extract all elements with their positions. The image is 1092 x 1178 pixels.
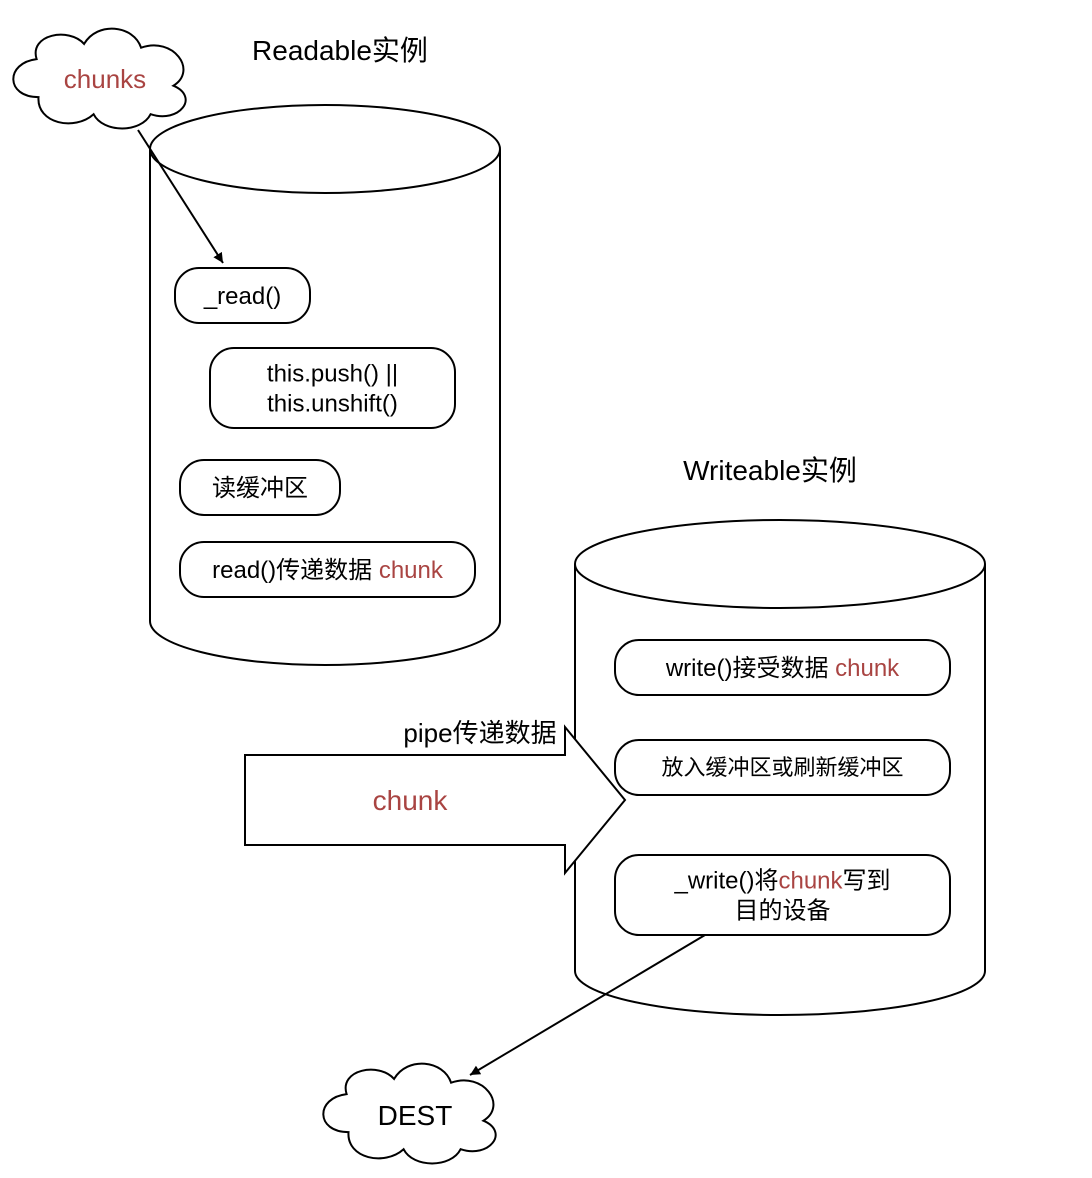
writeable-pill-writeimpl-text: _write()将chunk写到 <box>673 867 890 894</box>
readable-pill-read-text: _read() <box>203 283 281 310</box>
pipe-arrow-top-label: pipe传递数据 <box>403 718 556 748</box>
readable-pill-readfn-text: read()传递数据 chunk <box>212 557 444 584</box>
readable-pill-push-text: this.unshift() <box>267 390 398 417</box>
pipe-arrow-inner-label: chunk <box>373 785 449 816</box>
readable-pill-readbuf-text: 读缓冲区 <box>212 475 308 502</box>
readable-title: Readable实例 <box>252 35 428 66</box>
writeable-pill-buf-text: 放入缓冲区或刷新缓冲区 <box>661 755 903 780</box>
cloud-chunks-label: chunks <box>64 64 146 94</box>
arrow-write-to-dest <box>470 935 705 1075</box>
cloud-dest-label: DEST <box>378 1100 453 1131</box>
writeable-pill-writeimpl-text: 目的设备 <box>735 897 831 924</box>
readable-pill-push-text: this.push() || <box>267 360 398 387</box>
writeable-pill-writefn-text: write()接受数据 chunk <box>665 655 900 682</box>
writeable-title: Writeable实例 <box>683 455 857 486</box>
